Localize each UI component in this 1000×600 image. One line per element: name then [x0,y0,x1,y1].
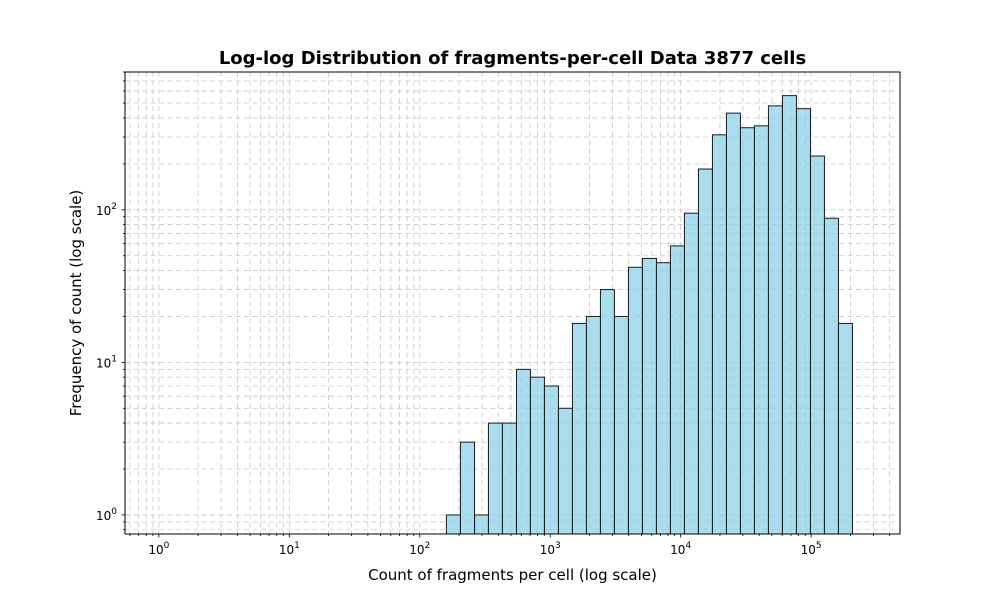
histogram-bars [445,95,853,535]
histogram-bar [655,262,671,535]
histogram-bar [711,134,727,535]
y-tick-label: 102 [96,202,117,218]
x-tick-label: 103 [540,541,561,557]
histogram-bar [585,315,601,535]
histogram-bar [683,212,699,535]
x-tick-label: 102 [409,541,430,557]
histogram-bar [459,441,476,535]
axis-ticks: 100 101 102 103 104 105 100 101 102 [96,71,891,557]
histogram-bar [487,422,503,535]
x-axis-label: Count of fragments per cell (log scale) [368,566,657,584]
histogram-bar [557,407,573,535]
histogram-bar [739,127,755,535]
x-tick-label: 100 [148,541,169,557]
histogram-bar [725,112,741,535]
x-tick-label: 101 [279,541,300,557]
plot-area-frame [124,71,901,535]
histogram-bar [823,217,839,535]
histogram-bar [837,322,853,535]
histogram-bar [781,95,797,535]
histogram-bar [613,315,629,535]
histogram-bar [795,108,811,535]
histogram-bar [669,245,685,535]
histogram-bar [767,105,783,535]
histogram-bar [501,422,517,535]
y-tick-label: 100 [96,507,117,523]
histogram-bar [571,322,587,535]
histogram-bar [627,266,643,535]
histogram-bar [697,168,713,535]
histogram-bar [753,125,769,535]
x-tick-label: 105 [801,541,822,557]
chart-title: Log-log Distribution of fragments-per-ce… [219,48,806,69]
histogram-bar [543,385,559,535]
histogram-bar [474,514,489,535]
histogram-bar [515,368,531,535]
histogram-bar [809,155,825,535]
histogram-bar [641,257,657,535]
histogram-bar [529,376,545,535]
histogram-bar [445,514,461,535]
y-tick-label: 101 [96,354,117,370]
y-axis-label: Frequency of count (log scale) [67,190,85,417]
x-tick-label: 104 [670,541,691,557]
histogram-bar [599,289,615,535]
